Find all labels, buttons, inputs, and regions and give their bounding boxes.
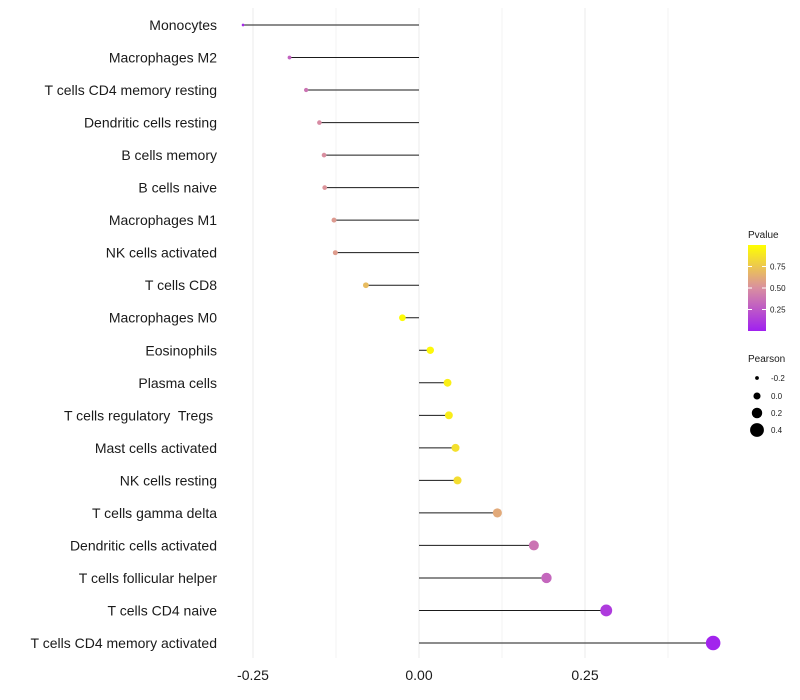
category-label: Dendritic cells activated [70,537,217,553]
pvalue-legend-label: 0.50 [770,284,786,293]
category-label: B cells naive [138,180,217,196]
lollipop-stems [243,24,714,644]
x-tick-label: 0.00 [405,667,432,683]
lollipop-point [528,540,539,551]
pvalue-legend-ticks: 0.75 0.50 0.25 [748,263,786,315]
lollipop-point [443,378,452,387]
lollipop-point [303,87,309,93]
pearson-legend-label: -0.2 [771,374,785,383]
category-label: T cells CD4 memory activated [31,635,217,651]
lollipop-point [541,572,552,584]
category-label: T cells regulatory Tregs [64,407,217,423]
category-label: Eosinophils [145,342,217,358]
lollipop-points [241,23,721,651]
pearson-legend-dot [750,423,764,437]
pvalue-legend-label: 0.75 [770,263,786,272]
category-label: Plasma cells [138,375,217,391]
category-label: T cells CD8 [145,277,217,293]
lollipop-point [363,282,369,289]
x-tick-label: 0.25 [571,667,598,683]
lollipop-point [322,185,328,190]
lollipop-point [321,152,327,158]
lollipop-point [399,314,406,322]
lollipop-point [492,508,502,518]
pearson-legend-dot [751,407,763,419]
lollipop-point [287,55,292,60]
grid-lines [252,8,669,658]
pearson-legend-entries: -0.2 0.0 0.2 0.4 [750,374,785,437]
category-label: T cells gamma delta [92,505,217,521]
lollipop-point [331,217,337,223]
lollipop-point [426,346,434,354]
pvalue-legend-label: 0.25 [770,306,786,315]
category-label: B cells memory [121,147,217,163]
pvalue-colorbar [748,245,766,331]
category-label: Monocytes [149,17,217,33]
category-label: Dendritic cells resting [84,115,217,131]
lollipop-point [444,411,453,420]
lollipop-point [453,476,462,485]
category-label: NK cells activated [106,245,217,261]
lollipop-point [600,604,613,617]
y-axis-category-labels: Monocytes Macrophages M2 T cells CD4 memor… [31,17,218,651]
x-tick-label: -0.25 [237,667,269,683]
pvalue-legend-title: Pvalue [748,230,779,241]
category-label: Macrophages M2 [109,50,217,66]
category-label: Macrophages M0 [109,310,217,326]
lollipop-point [705,635,721,651]
category-label: T cells follicular helper [79,570,218,586]
pearson-legend-dot [755,376,759,380]
category-label: T cells CD4 naive [108,602,218,618]
category-label: Macrophages M1 [109,212,217,228]
category-label: NK cells resting [120,472,217,488]
pvalue-legend: Pvalue 0.75 0.50 0.25 [748,230,786,331]
x-axis-tick-labels: -0.25 0.00 0.25 [237,667,599,683]
pearson-legend-label: 0.2 [771,409,783,418]
lollipop-point [241,23,245,27]
lollipop-point [317,120,322,125]
lollipop-point [332,250,338,256]
category-label: Mast cells activated [95,440,217,456]
pearson-legend-title: Pearson [748,354,785,365]
lollipop-point [451,443,460,452]
pearson-legend-label: 0.4 [771,426,783,435]
category-label: T cells CD4 memory resting [45,82,217,98]
pearson-legend-dot [753,392,761,400]
pearson-legend-label: 0.0 [771,392,783,401]
pearson-legend: Pearson -0.2 0.0 0.2 0.4 [748,354,785,437]
